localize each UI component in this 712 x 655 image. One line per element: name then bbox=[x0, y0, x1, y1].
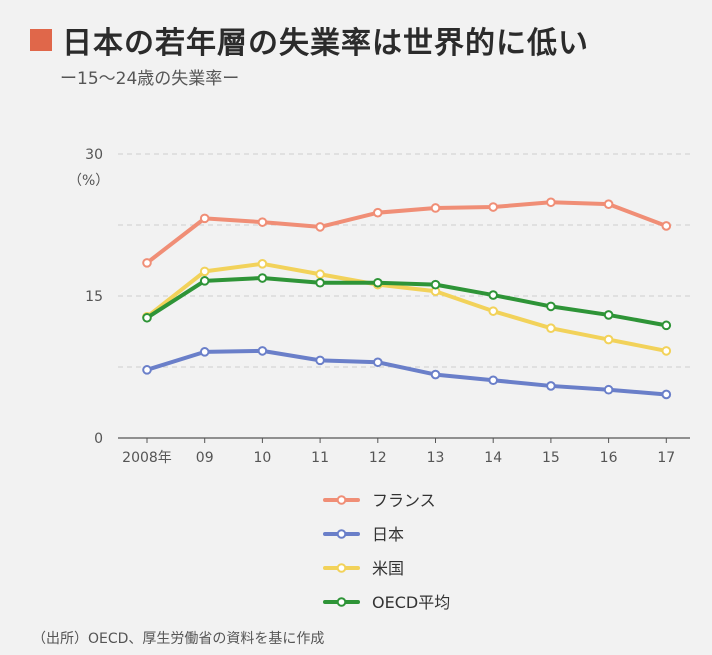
data-point bbox=[373, 207, 383, 218]
series-line bbox=[145, 348, 669, 397]
axes: 0 15 30 2008年 09 10 11 12 13 14 15 16 17 bbox=[85, 147, 690, 466]
data-point bbox=[488, 202, 499, 212]
data-point bbox=[603, 199, 614, 209]
data-point bbox=[315, 269, 325, 280]
legend-label: 日本 bbox=[372, 525, 404, 544]
data-point bbox=[373, 357, 383, 368]
legend-swatch-marker bbox=[336, 529, 347, 539]
title-row: 日本の若年層の失業率は世界的に低い bbox=[30, 18, 589, 62]
x-tick-label: 12 bbox=[369, 450, 387, 466]
legend-item: 米国 bbox=[323, 559, 404, 578]
data-point bbox=[603, 334, 614, 345]
legend-item: 日本 bbox=[323, 525, 404, 544]
data-point bbox=[199, 213, 210, 224]
data-point bbox=[142, 312, 152, 323]
series-line bbox=[145, 276, 669, 328]
data-point bbox=[546, 197, 556, 208]
data-point bbox=[603, 310, 614, 320]
data-point bbox=[603, 384, 614, 395]
data-point bbox=[430, 279, 441, 290]
y-axis-unit-label: （%） bbox=[68, 173, 110, 189]
data-point bbox=[546, 301, 556, 312]
chart-title: 日本の若年層の失業率は世界的に低い bbox=[62, 26, 589, 61]
legend-label: 米国 bbox=[372, 559, 404, 578]
data-point bbox=[257, 259, 268, 269]
series-line bbox=[145, 200, 669, 265]
series-日本 bbox=[142, 346, 672, 400]
series-フランス bbox=[142, 197, 672, 268]
data-point bbox=[257, 217, 268, 227]
x-tick-label: 15 bbox=[542, 450, 560, 466]
source-note: （出所）OECD、厚生労働省の資料を基に作成 bbox=[32, 631, 325, 647]
x-tick-label: 13 bbox=[427, 450, 445, 466]
data-point bbox=[199, 266, 210, 277]
data-point bbox=[257, 273, 268, 283]
data-point bbox=[315, 355, 325, 366]
chart-subtitle: ー15〜24歳の失業率ー bbox=[60, 69, 240, 89]
data-point bbox=[257, 346, 268, 356]
legend-item: フランス bbox=[323, 491, 436, 510]
legend-swatch-marker bbox=[336, 563, 347, 573]
data-point bbox=[488, 375, 499, 386]
data-point bbox=[430, 203, 441, 213]
data-point bbox=[546, 381, 556, 391]
series-group bbox=[142, 197, 672, 400]
x-tick-label: 10 bbox=[253, 450, 271, 466]
data-point bbox=[315, 222, 325, 232]
data-point bbox=[142, 258, 152, 268]
legend-label: フランス bbox=[372, 491, 436, 510]
data-point bbox=[488, 306, 499, 316]
x-tick-label: 16 bbox=[600, 450, 618, 466]
x-tick-label: 11 bbox=[311, 450, 329, 466]
grid-lines bbox=[118, 153, 690, 368]
data-point bbox=[373, 277, 383, 288]
x-tick-label: 14 bbox=[484, 450, 502, 466]
data-point bbox=[661, 221, 672, 231]
data-point bbox=[142, 365, 152, 375]
data-point bbox=[546, 323, 556, 333]
data-point bbox=[199, 347, 210, 357]
legend-swatch-marker bbox=[336, 597, 347, 607]
data-point bbox=[661, 346, 672, 356]
title-square-mark bbox=[30, 29, 52, 51]
data-point bbox=[488, 290, 499, 300]
legend-label: OECD平均 bbox=[372, 593, 450, 612]
x-tick-label: 17 bbox=[657, 450, 675, 466]
series-line bbox=[145, 261, 669, 353]
data-point bbox=[430, 369, 441, 380]
data-point bbox=[315, 277, 325, 288]
y-tick-label: 15 bbox=[85, 289, 103, 305]
data-point bbox=[661, 389, 672, 400]
data-point bbox=[199, 276, 210, 286]
data-point bbox=[661, 320, 672, 331]
legend-item: OECD平均 bbox=[323, 593, 450, 612]
series-OECD平均 bbox=[142, 273, 672, 331]
y-tick-label: 0 bbox=[94, 431, 103, 447]
y-tick-label: 30 bbox=[85, 147, 103, 163]
legend-swatch-marker bbox=[336, 495, 347, 505]
x-tick-label: 09 bbox=[196, 450, 214, 466]
series-米国 bbox=[142, 259, 672, 356]
x-tick-label: 2008年 bbox=[122, 450, 172, 466]
